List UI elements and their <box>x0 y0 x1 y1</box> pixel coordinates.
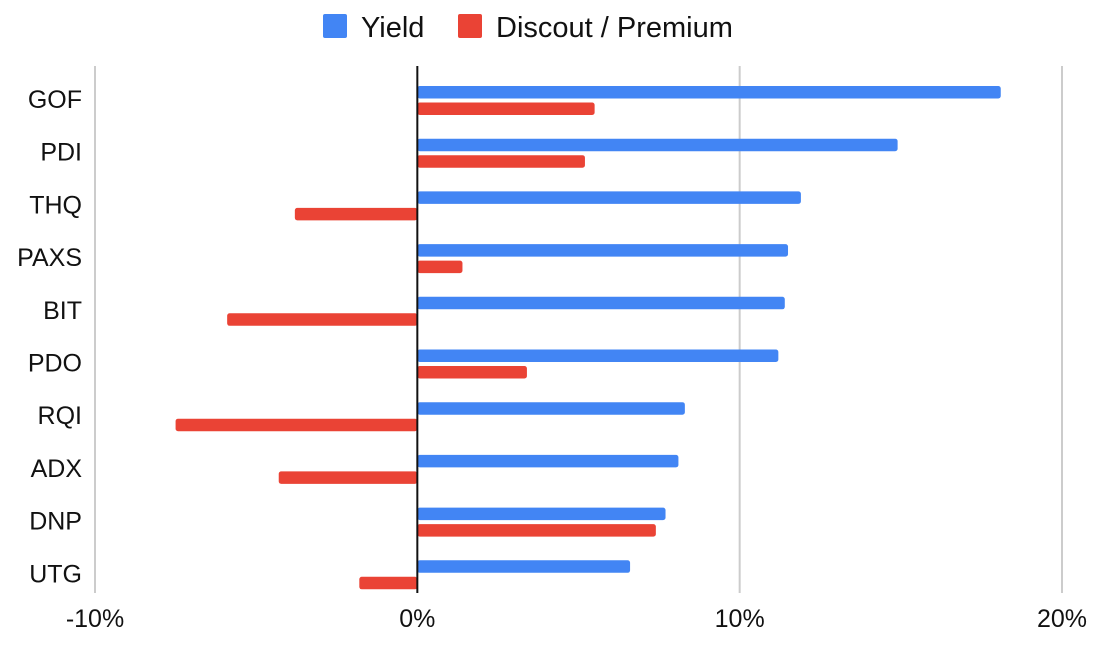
bar-paxs-yield <box>417 244 789 257</box>
bar-thq-discout-premium <box>294 207 418 221</box>
bar-rqi-discout-premium <box>175 418 418 432</box>
x-tick-labels: -10% 0% 10% 20% <box>66 605 1087 633</box>
x-tick-label-10: -10% <box>66 605 124 633</box>
x-tick-label-0: 0% <box>399 605 435 633</box>
legend-label-yield: Yield <box>361 12 424 44</box>
bar-gof-yield <box>417 86 1001 99</box>
category-label-bit: BIT <box>43 297 82 325</box>
bar-adx-yield <box>417 454 679 468</box>
bar-pdi-yield <box>417 138 898 152</box>
legend-label-discount-premium: Discout / Premium <box>496 12 733 44</box>
x-tick-label-10: 10% <box>715 605 765 633</box>
category-label-gof: GOF <box>28 86 82 114</box>
bar-thq-yield <box>417 191 801 204</box>
bar-pdo-discout-premium <box>417 366 527 379</box>
category-label-pdi: PDI <box>40 139 82 167</box>
category-label-paxs: PAXS <box>17 244 82 272</box>
legend-swatch-discount-premium <box>458 14 482 38</box>
bar-dnp-yield <box>417 507 666 521</box>
bar-gof-discout-premium <box>417 102 595 115</box>
bar-paxs-discout-premium <box>417 260 463 274</box>
category-label-adx: ADX <box>31 455 83 483</box>
bar-utg-discout-premium <box>359 576 418 590</box>
bar-bit-discout-premium <box>227 313 418 326</box>
bars <box>175 86 1001 590</box>
bar-pdi-discout-premium <box>417 155 585 168</box>
category-label-thq: THQ <box>29 191 82 219</box>
bar-adx-discout-premium <box>278 471 418 484</box>
bar-bit-yield <box>417 296 785 310</box>
bar-dnp-discout-premium <box>417 524 656 537</box>
gridlines <box>94 66 1063 593</box>
legend: Yield Discout / Premium <box>323 12 733 44</box>
category-labels: GOF PDI THQ PAXS BIT PDO RQI ADX DNP UTG <box>17 86 82 588</box>
category-label-rqi: RQI <box>38 402 82 430</box>
category-label-utg: UTG <box>29 560 82 588</box>
category-label-pdo: PDO <box>28 350 82 378</box>
x-tick-label-20: 20% <box>1037 605 1087 633</box>
bar-rqi-yield <box>417 402 685 415</box>
category-label-dnp: DNP <box>29 508 82 536</box>
legend-swatch-yield <box>323 14 347 38</box>
bar-utg-yield <box>417 560 631 573</box>
bar-pdo-yield <box>417 349 779 362</box>
